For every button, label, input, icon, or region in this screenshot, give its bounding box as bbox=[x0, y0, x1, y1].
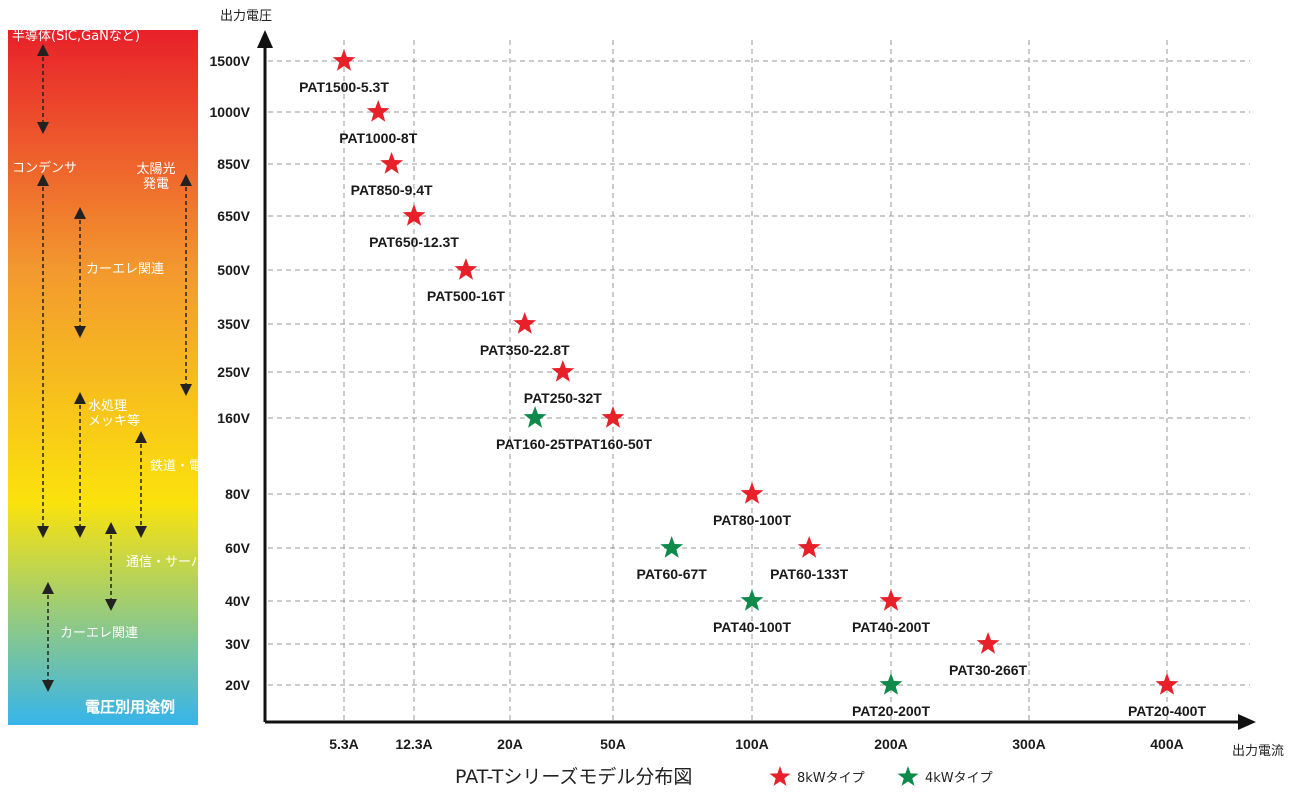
data-point-star bbox=[879, 673, 903, 695]
data-point-star bbox=[380, 152, 404, 174]
legend-label: 8kWタイプ bbox=[797, 771, 865, 786]
y-tick-label: 250V bbox=[217, 364, 250, 380]
data-point-star bbox=[660, 536, 684, 558]
data-point-label: PAT60-133T bbox=[770, 566, 849, 582]
data-point-star bbox=[402, 204, 426, 226]
x-tick-label: 100A bbox=[735, 736, 768, 752]
data-point-label: PAT350-22.8T bbox=[480, 342, 570, 358]
application-label: 鉄道・電力 bbox=[150, 459, 215, 474]
data-point-label: PAT20-400T bbox=[1128, 703, 1207, 719]
x-tick-label: 20A bbox=[497, 736, 523, 752]
data-point-label: PAT160-50T bbox=[574, 436, 653, 452]
x-tick-labels: 5.3A 12.3A 20A 50A 100A 200A 300A 400A bbox=[329, 736, 1184, 752]
application-label: 半導体(SiC,GaNなど) bbox=[12, 29, 140, 44]
y-tick-label: 650V bbox=[217, 208, 250, 224]
gradient-background bbox=[8, 30, 198, 725]
grid-lines bbox=[268, 40, 1250, 720]
y-axis-arrow-icon bbox=[257, 30, 273, 48]
x-axis-label: 出力電流 bbox=[1232, 744, 1284, 759]
application-label: カーエレ関連 bbox=[86, 262, 164, 277]
y-tick-label: 1000V bbox=[210, 104, 251, 120]
data-point-label: PAT250-32T bbox=[524, 390, 603, 406]
data-point-label: PAT650-12.3T bbox=[369, 234, 459, 250]
data-point-label: PAT500-16T bbox=[427, 288, 506, 304]
data-point-star bbox=[797, 536, 821, 558]
x-tick-label: 400A bbox=[1150, 736, 1183, 752]
chart-footer: PAT-Tシリーズモデル分布図 8kWタイプ 4kWタイプ bbox=[455, 766, 993, 788]
data-point-label: PAT40-200T bbox=[852, 619, 931, 635]
y-tick-label: 30V bbox=[225, 636, 251, 652]
application-panel: 電圧別用途例 bbox=[8, 30, 198, 725]
data-point-star bbox=[740, 589, 764, 611]
data-point-star bbox=[740, 482, 764, 504]
data-point-star bbox=[879, 589, 903, 611]
data-point-star bbox=[1155, 673, 1179, 695]
y-tick-label: 160V bbox=[217, 410, 250, 426]
data-point-label: PAT80-100T bbox=[713, 512, 792, 528]
data-point-star bbox=[551, 360, 575, 382]
application-label: カーエレ関連 bbox=[60, 626, 138, 641]
data-point-label: PAT1000-8T bbox=[339, 130, 418, 146]
data-point-star bbox=[332, 49, 356, 71]
data-point-star bbox=[976, 632, 1000, 654]
panel-footer-label: 電圧別用途例 bbox=[85, 698, 175, 716]
y-tick-label: 850V bbox=[217, 156, 250, 172]
y-tick-label: 1500V bbox=[210, 53, 251, 69]
y-tick-label: 500V bbox=[217, 262, 250, 278]
x-tick-label: 5.3A bbox=[329, 736, 359, 752]
y-axis-label: 出力電圧 bbox=[220, 9, 272, 24]
data-points: PAT1500-5.3T PAT1000-8T PAT850-9.4T PAT650-… bbox=[299, 49, 1206, 719]
application-label: コンデンサ bbox=[12, 160, 77, 176]
x-axis-arrow-icon bbox=[1238, 714, 1256, 730]
data-point-label: PAT20-200T bbox=[852, 703, 931, 719]
y-tick-label: 80V bbox=[225, 486, 251, 502]
legend-star-icon bbox=[769, 766, 791, 786]
data-point-label: PAT60-67T bbox=[637, 566, 708, 582]
data-point-star bbox=[523, 406, 547, 428]
application-label: 通信・サーバ bbox=[126, 555, 204, 570]
data-point-star bbox=[366, 100, 390, 122]
axes: 出力電圧 出力電流 bbox=[220, 9, 1284, 759]
data-point-star bbox=[601, 406, 625, 428]
data-point-label: PAT40-100T bbox=[713, 619, 792, 635]
data-point-label: PAT850-9.4T bbox=[351, 182, 433, 198]
application-label: 太陽光発電 bbox=[136, 162, 175, 192]
y-tick-labels: 1500V 1000V 850V 650V 500V 350V 250V 160V 80V 60V… bbox=[210, 53, 251, 693]
y-tick-label: 350V bbox=[217, 316, 250, 332]
y-tick-label: 60V bbox=[225, 540, 251, 556]
x-tick-label: 300A bbox=[1012, 736, 1045, 752]
data-point-star bbox=[454, 258, 478, 280]
data-point-label: PAT30-266T bbox=[949, 662, 1028, 678]
data-point-label: PAT1500-5.3T bbox=[299, 79, 389, 95]
legend-label: 4kWタイプ bbox=[925, 771, 993, 786]
x-tick-label: 50A bbox=[600, 736, 626, 752]
x-tick-label: 200A bbox=[874, 736, 907, 752]
data-point-label: PAT160-25T bbox=[496, 436, 575, 452]
x-tick-label: 12.3A bbox=[395, 736, 432, 752]
y-tick-label: 20V bbox=[225, 677, 251, 693]
application-label: 水処理メッキ等 bbox=[88, 399, 140, 429]
y-tick-label: 40V bbox=[225, 593, 251, 609]
chart-title: PAT-Tシリーズモデル分布図 bbox=[455, 766, 692, 788]
legend-star-icon bbox=[897, 766, 919, 786]
legend: 8kWタイプ 4kWタイプ bbox=[769, 766, 993, 786]
data-point-star bbox=[513, 312, 537, 334]
application-labels: 半導体(SiC,GaNなど)コンデンサ 太陽光発電カーエレ関連水処理メッキ等鉄道・… bbox=[12, 29, 215, 692]
